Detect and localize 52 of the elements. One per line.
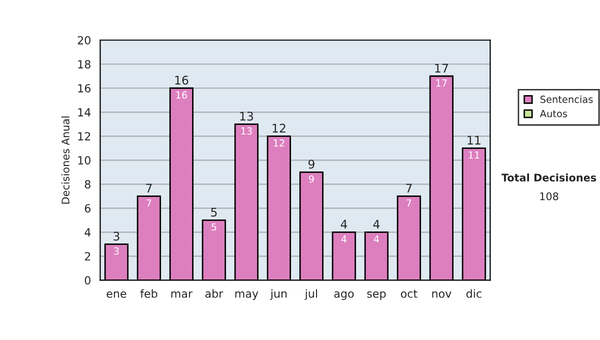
x-tick-label: may (235, 291, 258, 300)
text: Total Decisiones (501, 173, 596, 182)
x-tick-label: mar (171, 291, 193, 298)
data-label: 11 (468, 151, 480, 159)
total-label: 7 (406, 184, 412, 192)
y-tick-label: 18 (78, 60, 90, 69)
data-label: 16 (176, 91, 188, 99)
data-label: 13 (241, 127, 252, 135)
data-label: 17 (436, 79, 447, 87)
x-tick-label: nov (432, 291, 452, 298)
total-label: 7 (146, 184, 152, 192)
legend-label: Autos (540, 110, 568, 118)
data-label: 3 (114, 247, 119, 255)
total-label: 5 (211, 208, 217, 217)
x-tick-label: ene (106, 291, 126, 298)
x-tick-label: oct (400, 290, 418, 298)
total-label: 11 (468, 136, 480, 144)
total-label: 3 (114, 232, 120, 241)
x-tick-label: jul (304, 289, 318, 300)
y-tick-label: 20 (78, 36, 90, 44)
total-label: 4 (373, 220, 380, 228)
x-tick-label: dic (466, 289, 482, 298)
x-tick-label: sep (367, 291, 386, 300)
y-tick-label: 14 (78, 108, 91, 116)
total-label: 9 (308, 160, 314, 169)
total-label: 12 (272, 124, 286, 132)
y-tick-label: 4 (84, 228, 91, 236)
y-tick-label: 6 (84, 204, 90, 213)
x-tick-label: ago (334, 291, 354, 300)
y-tick-label: 8 (84, 180, 90, 189)
data-label: 7 (406, 199, 412, 207)
total-label: 17 (435, 64, 448, 72)
y-tick-label: 10 (78, 156, 90, 165)
x-tick-label: jun (270, 289, 287, 300)
y-tick-label: 16 (78, 84, 90, 93)
x-tick-label: feb (140, 289, 158, 298)
text: 108 (540, 192, 558, 200)
data-label: 5 (212, 223, 216, 231)
x-tick-label: abr (205, 289, 224, 298)
y-tick-label: 2 (84, 252, 90, 260)
legend-label: Sentencias (540, 95, 593, 104)
data-label: 4 (341, 235, 346, 243)
data-label: 12 (274, 139, 284, 147)
data-label: 9 (308, 175, 314, 183)
total-label: 4 (340, 220, 348, 228)
total-label: 16 (175, 76, 188, 85)
y-axis-title: Decisiones Anual (61, 116, 70, 204)
data-label: 7 (146, 199, 152, 207)
y-tick-label: 0 (84, 276, 90, 285)
total-label: 13 (240, 112, 254, 121)
data-label: 4 (374, 235, 379, 243)
y-tick-label: 12 (78, 132, 90, 140)
